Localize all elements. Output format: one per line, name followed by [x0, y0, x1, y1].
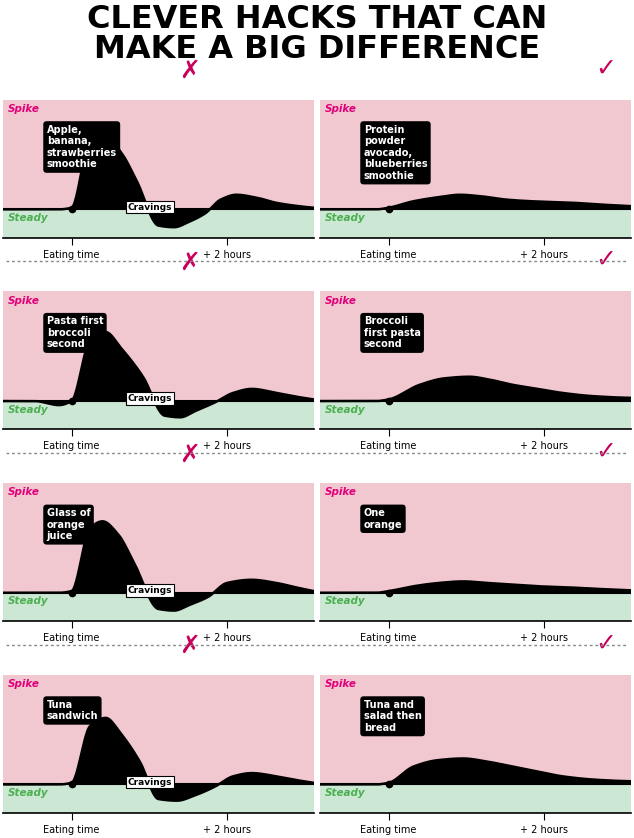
Bar — [3, 592, 314, 621]
Text: Steady: Steady — [8, 213, 48, 223]
Bar — [320, 401, 631, 429]
Text: Spike: Spike — [325, 104, 357, 114]
Text: Spike: Spike — [325, 487, 357, 497]
Bar — [320, 292, 631, 401]
Text: Cravings: Cravings — [127, 203, 172, 211]
Text: Cravings: Cravings — [127, 586, 172, 595]
Text: One
orange: One orange — [364, 508, 403, 530]
Bar — [320, 484, 631, 592]
Text: Pasta first
broccoli
second: Pasta first broccoli second — [47, 316, 103, 349]
Text: Steady: Steady — [325, 597, 365, 607]
Text: Spike: Spike — [8, 679, 40, 689]
Bar — [320, 784, 631, 813]
Bar — [3, 292, 314, 401]
Bar — [3, 100, 314, 210]
Text: ✓: ✓ — [595, 248, 616, 272]
Text: ✓: ✓ — [595, 440, 616, 464]
Text: Tuna and
salad then
bread: Tuna and salad then bread — [364, 700, 422, 733]
Text: MAKE A BIG DIFFERENCE: MAKE A BIG DIFFERENCE — [94, 34, 540, 65]
Text: Spike: Spike — [8, 487, 40, 497]
Text: CLEVER HACKS THAT CAN: CLEVER HACKS THAT CAN — [87, 4, 547, 35]
Text: Spike: Spike — [325, 296, 357, 306]
Text: Steady: Steady — [325, 213, 365, 223]
Text: Spike: Spike — [325, 679, 357, 689]
Text: Spike: Spike — [8, 296, 40, 306]
Text: ✗: ✗ — [179, 442, 200, 467]
Text: Protein
powder
avocado,
blueberries
smoothie: Protein powder avocado, blueberries smoo… — [364, 125, 427, 181]
Text: Tuna
sandwich: Tuna sandwich — [47, 700, 98, 722]
Text: ✗: ✗ — [179, 251, 200, 275]
Bar — [3, 784, 314, 813]
Bar — [320, 592, 631, 621]
Text: Steady: Steady — [8, 597, 48, 607]
Bar — [320, 675, 631, 784]
Text: ✓: ✓ — [595, 56, 616, 80]
Text: Steady: Steady — [325, 788, 365, 798]
Text: Glass of
orange
juice: Glass of orange juice — [47, 508, 91, 541]
Text: ✗: ✗ — [179, 59, 200, 83]
Text: Broccoli
first pasta
second: Broccoli first pasta second — [364, 316, 420, 349]
Text: Cravings: Cravings — [127, 394, 172, 403]
Text: Apple,
banana,
strawberries
smoothie: Apple, banana, strawberries smoothie — [47, 125, 117, 169]
Text: Steady: Steady — [325, 405, 365, 415]
Text: ✓: ✓ — [595, 632, 616, 655]
Text: ✗: ✗ — [179, 634, 200, 658]
Text: Spike: Spike — [8, 104, 40, 114]
Bar — [320, 210, 631, 238]
Bar — [3, 401, 314, 429]
Text: Cravings: Cravings — [127, 778, 172, 787]
Text: Steady: Steady — [8, 788, 48, 798]
Bar — [3, 210, 314, 238]
Bar — [3, 675, 314, 784]
Bar — [3, 484, 314, 592]
Bar — [320, 100, 631, 210]
Text: Steady: Steady — [8, 405, 48, 415]
